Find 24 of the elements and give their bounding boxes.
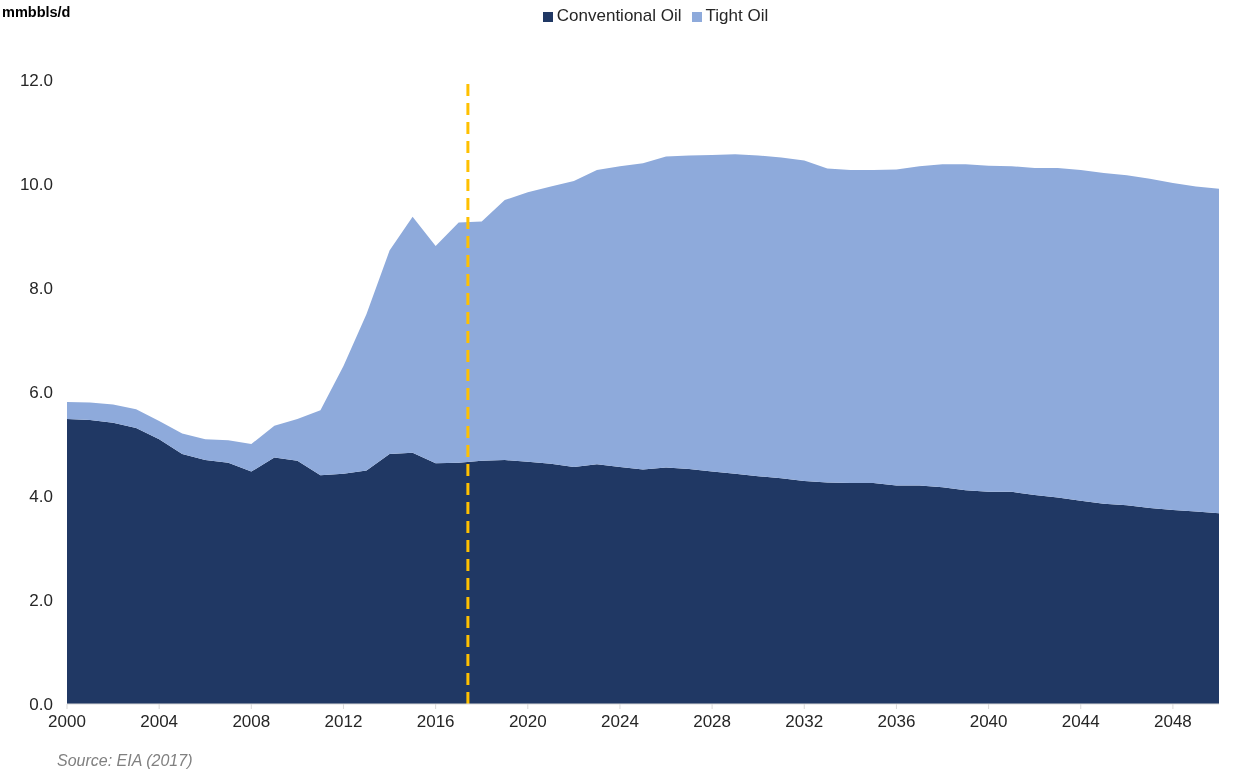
x-tick-label: 2036 [877, 712, 916, 732]
x-tick-label: 2032 [785, 712, 824, 732]
x-tick-label: 2024 [601, 712, 639, 732]
x-tick-label: 2048 [1154, 712, 1192, 732]
x-tick-label: 2040 [969, 712, 1008, 732]
x-tick-label: 2008 [232, 712, 271, 732]
x-tick-label: 2000 [48, 712, 86, 732]
x-tick-label: 2016 [416, 712, 455, 732]
x-tick-label: 2012 [324, 712, 363, 732]
x-tick-label: 2020 [508, 712, 547, 732]
y-tick-label: 0.0 [29, 695, 53, 715]
legend-label: Tight Oil [705, 6, 769, 25]
y-tick-label: 12.0 [19, 71, 53, 91]
source-note: Source: EIA (2017) [57, 752, 193, 770]
y-tick-label: 6.0 [29, 383, 53, 403]
y-tick-label: 10.0 [19, 175, 53, 195]
y-tick-label: 2.0 [29, 591, 53, 611]
legend-label: Conventional Oil [556, 6, 682, 25]
y-tick-label: 8.0 [29, 279, 53, 299]
x-tick-label: 2028 [693, 712, 732, 732]
x-tick-label: 2044 [1061, 712, 1100, 732]
y-tick-label: 4.0 [29, 487, 53, 507]
x-tick-label: 2004 [140, 712, 179, 732]
y-axis-title: mmbbls/d [2, 4, 71, 20]
